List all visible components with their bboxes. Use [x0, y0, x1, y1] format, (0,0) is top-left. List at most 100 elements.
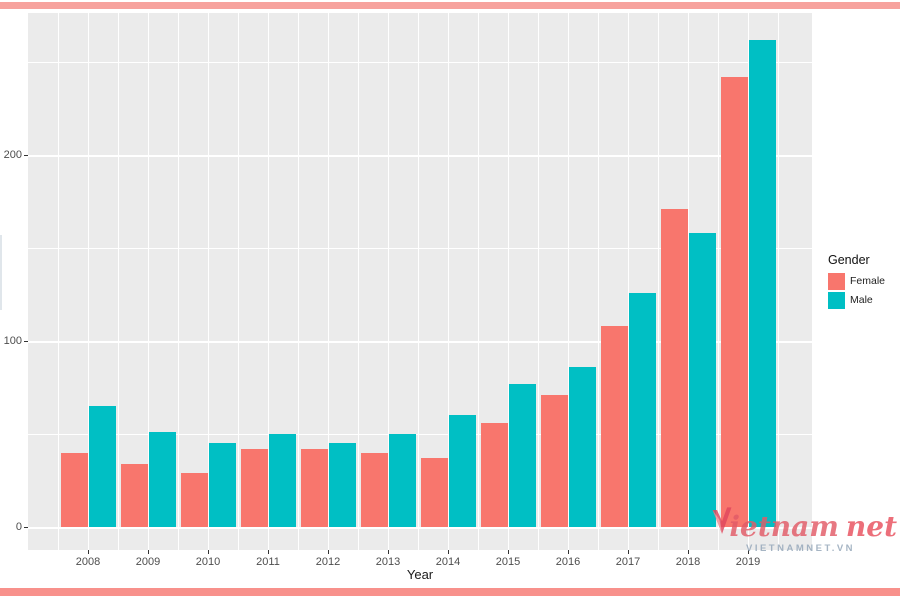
- x-tick-mark: [328, 550, 329, 554]
- x-tick-mark: [268, 550, 269, 554]
- x-tick-label: 2009: [135, 556, 161, 568]
- gridline-vertical: [628, 13, 630, 550]
- watermark-vietnamnet: ietnam net VIETNAMNET.VN: [712, 498, 897, 554]
- x-tick-label: 2011: [256, 556, 280, 568]
- legend: Gender Female Male: [828, 253, 885, 310]
- bar-male-2011: [268, 434, 296, 527]
- y-tick-label: 100: [3, 335, 22, 347]
- bar-female-2019: [720, 77, 748, 527]
- x-tick-label: 2013: [375, 556, 401, 568]
- x-tick-label: 2017: [615, 556, 641, 568]
- legend-label-male: Male: [850, 294, 873, 306]
- gridline-horizontal-minor: [28, 434, 812, 435]
- bar-male-2009: [148, 432, 176, 527]
- gridline-vertical: [328, 13, 330, 550]
- gridline-vertical: [538, 13, 539, 550]
- legend-item-male: Male: [828, 291, 885, 309]
- x-tick-mark: [748, 550, 749, 554]
- bar-female-2010: [180, 473, 208, 527]
- gridline-vertical: [718, 13, 719, 550]
- x-tick-label: 2016: [555, 556, 581, 568]
- gridline-vertical: [88, 13, 90, 550]
- legend-title: Gender: [828, 253, 870, 267]
- gridline-vertical: [208, 13, 210, 550]
- bottom-accent-bar: [0, 588, 900, 596]
- bar-female-2011: [240, 449, 268, 527]
- bar-female-2008: [60, 453, 88, 527]
- legend-swatch-female: [828, 272, 845, 290]
- gridline-vertical: [358, 13, 359, 550]
- gridline-horizontal-major: [28, 527, 812, 529]
- cropped-y-axis-title-fragment: [0, 235, 2, 310]
- gridline-vertical: [418, 13, 419, 550]
- x-tick-mark: [388, 550, 389, 554]
- bar-male-2008: [88, 406, 116, 527]
- bar-female-2013: [360, 453, 388, 527]
- x-tick-mark: [508, 550, 509, 554]
- bar-female-2015: [480, 423, 508, 527]
- gridline-vertical: [178, 13, 179, 550]
- x-tick-label: 2010: [195, 556, 221, 568]
- gridline-vertical: [148, 13, 150, 550]
- bar-male-2018: [688, 233, 716, 527]
- x-tick-label: 2014: [435, 556, 461, 568]
- watermark-brand-text: ietnam net: [729, 510, 897, 543]
- gridline-vertical: [778, 13, 779, 550]
- x-tick-label: 2015: [495, 556, 521, 568]
- bar-female-2014: [420, 458, 448, 527]
- y-tick-mark: [24, 155, 28, 156]
- x-tick-mark: [148, 550, 149, 554]
- bar-male-2015: [508, 384, 536, 527]
- y-tick-mark: [24, 341, 28, 342]
- gridline-horizontal-major: [28, 155, 812, 157]
- x-tick-mark: [88, 550, 89, 554]
- legend-item-female: Female: [828, 272, 885, 290]
- bar-female-2012: [300, 449, 328, 527]
- gridline-horizontal-minor: [28, 248, 812, 249]
- legend-label-female: Female: [850, 275, 886, 287]
- gridline-vertical: [478, 13, 479, 550]
- x-tick-mark: [208, 550, 209, 554]
- bar-male-2010: [208, 443, 236, 527]
- gridline-vertical: [598, 13, 599, 550]
- bar-female-2009: [120, 464, 148, 527]
- x-tick-mark: [448, 550, 449, 554]
- y-tick-mark: [24, 527, 28, 528]
- plot-panel: [28, 13, 812, 550]
- x-tick-mark: [568, 550, 569, 554]
- legend-swatch-male: [828, 291, 845, 309]
- gridline-horizontal-minor: [28, 62, 812, 63]
- bar-male-2013: [388, 434, 416, 527]
- gridline-vertical: [388, 13, 390, 550]
- bar-female-2017: [600, 326, 628, 527]
- bar-female-2016: [540, 395, 568, 527]
- x-axis-title: Year: [406, 567, 434, 582]
- y-tick-label: 0: [15, 521, 22, 533]
- gridline-vertical: [238, 13, 239, 550]
- gridline-vertical: [118, 13, 119, 550]
- x-tick-mark: [688, 550, 689, 554]
- bar-male-2014: [448, 415, 476, 527]
- x-tick-label: 2018: [675, 556, 701, 568]
- top-accent-bar: [0, 2, 900, 9]
- gridline-vertical: [508, 13, 510, 550]
- gridline-vertical: [658, 13, 659, 550]
- bar-male-2012: [328, 443, 356, 527]
- bar-male-2017: [628, 293, 656, 527]
- gridline-vertical: [298, 13, 299, 550]
- x-tick-label: 2012: [315, 556, 341, 568]
- gridline-vertical: [568, 13, 570, 550]
- gridline-vertical: [58, 13, 59, 550]
- x-tick-mark: [628, 550, 629, 554]
- gridline-horizontal-major: [28, 341, 812, 343]
- bar-male-2016: [568, 367, 596, 527]
- gridline-vertical: [268, 13, 270, 550]
- bar-female-2018: [660, 209, 688, 527]
- gridline-vertical: [448, 13, 450, 550]
- vietnamnet-logo-icon: [712, 507, 732, 534]
- bar-male-2019: [748, 40, 776, 527]
- x-tick-label: 2008: [75, 556, 101, 568]
- watermark-url-text: VIETNAMNET.VN: [746, 543, 856, 554]
- y-tick-label: 200: [3, 149, 22, 161]
- x-tick-label: 2019: [735, 556, 761, 568]
